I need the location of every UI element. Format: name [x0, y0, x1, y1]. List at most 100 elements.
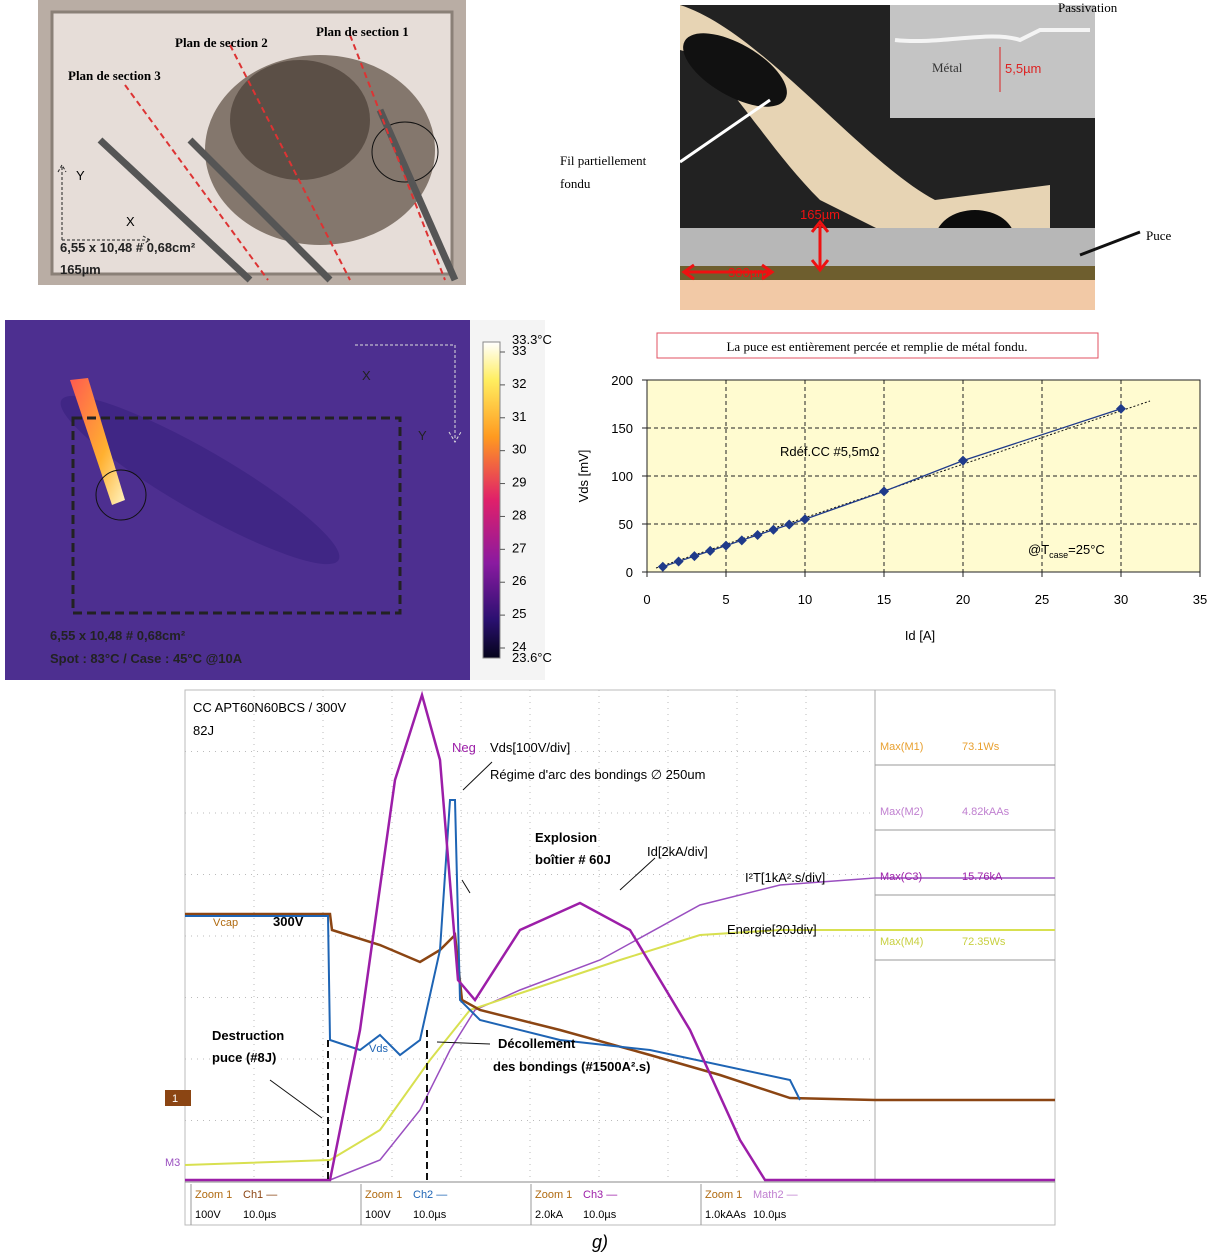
- data-point: [705, 545, 716, 556]
- measurement-value: 73.1Ws: [962, 741, 1000, 753]
- event-label: boîtier # 60J: [535, 852, 611, 867]
- channel-time: 10.0µs: [413, 1209, 447, 1221]
- axis-label: Y: [76, 168, 85, 183]
- colorbar-tick-label: 27: [512, 540, 526, 555]
- section-label: Plan de section 3: [68, 68, 161, 83]
- oscilloscope-panel: CC APT60N60BCS / 300V 82J Neg Vds[100V/d…: [165, 689, 1056, 1252]
- trace-label: Vds[100V/div]: [490, 740, 570, 755]
- marker: 1: [172, 1093, 178, 1105]
- measure-label: 165µm: [800, 207, 840, 222]
- channel-scale: 2.0kA: [535, 1209, 564, 1221]
- data-point: [800, 514, 810, 525]
- scope-energy: 82J: [193, 723, 214, 738]
- trace-vds: [185, 799, 801, 1101]
- channel-zoom: Zoom 1: [535, 1189, 572, 1201]
- colorbar-tick-label: 30: [512, 442, 526, 457]
- event-label: puce (#8J): [212, 1050, 276, 1065]
- annotation-part: @T: [1028, 542, 1049, 557]
- section-line: [349, 34, 446, 281]
- measurement-value: 72.35Ws: [962, 936, 1006, 948]
- data-point: [784, 519, 795, 530]
- chip-label: Puce: [1146, 228, 1172, 243]
- plot-frame: [646, 379, 1201, 573]
- colorbar-tick-label: 26: [512, 573, 526, 588]
- marker-box: [165, 1090, 191, 1106]
- colorbar: [482, 341, 501, 659]
- wire: [187, 137, 333, 283]
- trace-label: Neg: [452, 740, 476, 755]
- trace-label: Régime d'arc des bondings ∅ 250um: [490, 767, 705, 782]
- measurements: Max(M1) 73.1Ws Max(M2) 4.82kAAs Max(C3) 15.76…: [875, 741, 1055, 961]
- colorbar-tick-label: 25: [512, 606, 526, 621]
- trace-label: 300V: [273, 914, 304, 929]
- channel-zoom: Zoom 1: [705, 1189, 742, 1201]
- y-axis-label: Vds [mV]: [576, 450, 591, 503]
- graticule: [185, 690, 875, 1182]
- data-point: [958, 455, 968, 466]
- spot-label: Spot : 83°C / Case : 45°C @10A: [50, 651, 243, 666]
- data-point: [721, 540, 731, 551]
- section-line: [229, 44, 351, 281]
- chip-outline: [71, 416, 402, 615]
- x-axis-label: Id [A]: [905, 628, 935, 643]
- axis-arrows: [57, 163, 152, 245]
- measurement-label: Max(C3): [880, 871, 922, 883]
- data-point: [879, 486, 889, 497]
- channel-name: Math2 —: [753, 1189, 798, 1201]
- colorbar-label: 23.6°C: [512, 650, 552, 665]
- event-label: Explosion: [535, 830, 597, 845]
- data-point: [689, 551, 700, 562]
- channel-name: Ch1 —: [243, 1189, 277, 1201]
- trace-label: Id[2kA/div]: [647, 844, 708, 859]
- axis-label: Y: [418, 428, 427, 443]
- measurement-value: 4.82kAAs: [962, 806, 1010, 818]
- data-point: [752, 530, 763, 541]
- wire-label: Fil partiellement: [560, 153, 647, 168]
- colorbar-tick-label: 33: [512, 343, 526, 358]
- wire: [97, 137, 253, 283]
- measurement-label: Max(M2): [880, 806, 923, 818]
- x-tick-label: 20: [956, 592, 970, 607]
- channel-name: Ch3 —: [583, 1189, 617, 1201]
- arrow: [679, 98, 771, 164]
- circle-mark: [371, 121, 439, 183]
- chart-f: Id [A] Vds [mV] Rdéf.CC #5,5mΩ @Tcase=25…: [576, 373, 1207, 710]
- channel-scale: 1.0kAAs: [705, 1209, 746, 1221]
- measurement-label: Max(M1): [880, 741, 923, 753]
- channel-time: 10.0µs: [583, 1209, 617, 1221]
- annotation-sub: case: [1049, 550, 1068, 560]
- colorbar-tick-label: 31: [512, 409, 526, 424]
- channel-scale: 100V: [195, 1209, 221, 1221]
- wire: [376, 108, 459, 282]
- colorbar-bg: [470, 320, 545, 680]
- measurement-label: Max(M4): [880, 936, 923, 948]
- trace-label: Energie[20Jdiv]: [727, 922, 817, 937]
- x-tick-label: 15: [877, 592, 891, 607]
- substrate: [680, 280, 1095, 310]
- event-label: des bondings (#1500A².s): [493, 1059, 650, 1074]
- x-tick-label: 30: [1114, 592, 1128, 607]
- solder-layer: [680, 266, 1095, 280]
- channel-time: 10.0µs: [753, 1209, 787, 1221]
- trace-id: [185, 690, 1055, 1182]
- channels: Zoom 1 Ch1 — 100V 10.0µs Zoom 1 Ch2 — 100V 10.0…: [190, 1184, 798, 1225]
- photo-panel: Plan de section 1 Plan de section 2 Plan…: [38, 0, 466, 285]
- data-point: [673, 556, 684, 567]
- measure-arrow: [810, 219, 830, 273]
- y-tick-label: 50: [619, 517, 633, 532]
- axis-label: X: [126, 214, 135, 229]
- colorbar-tick-label: 29: [512, 475, 526, 490]
- colorbar-tick-label: 32: [512, 376, 526, 391]
- trace-energy: [184, 929, 1055, 1166]
- section-line: [124, 84, 269, 281]
- section-label: Plan de section 2: [175, 35, 268, 50]
- void: [683, 33, 787, 107]
- cool-streak: [60, 395, 340, 565]
- annotation: @Tcase=25°C: [1028, 542, 1105, 560]
- x-tick-label: 5: [722, 592, 729, 607]
- channel-name: Ch2 —: [413, 1189, 447, 1201]
- colorbar-tick-label: 24: [512, 639, 526, 654]
- inset-label: Métal: [932, 60, 963, 75]
